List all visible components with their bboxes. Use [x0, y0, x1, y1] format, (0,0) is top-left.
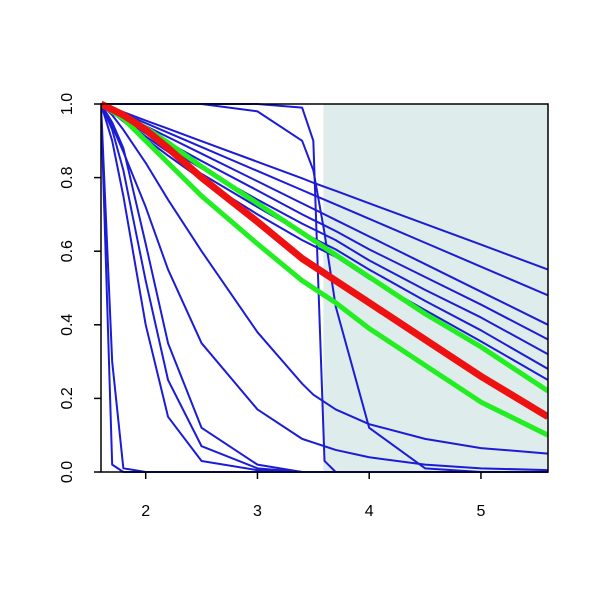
x-tick-label: 3: [253, 503, 262, 520]
x-tick-label: 5: [476, 503, 485, 520]
curve: [101, 101, 548, 438]
y-tick-label: 0.8: [59, 166, 76, 188]
plot-frame: [100, 103, 549, 473]
y-tick-label: 0.4: [59, 314, 76, 336]
curve: [101, 103, 548, 472]
shaded-region: [323, 104, 548, 472]
curve: [101, 103, 548, 271]
curve: [101, 103, 548, 455]
y-tick-label: 0.2: [59, 387, 76, 409]
x-tick-label: 4: [365, 503, 374, 520]
y-tick-label: 1.0: [59, 93, 76, 115]
x-tick-label: 2: [141, 503, 150, 520]
curve: [101, 100, 548, 420]
y-tick-label: 0.0: [59, 461, 76, 483]
y-tick-label: 0.6: [59, 240, 76, 262]
